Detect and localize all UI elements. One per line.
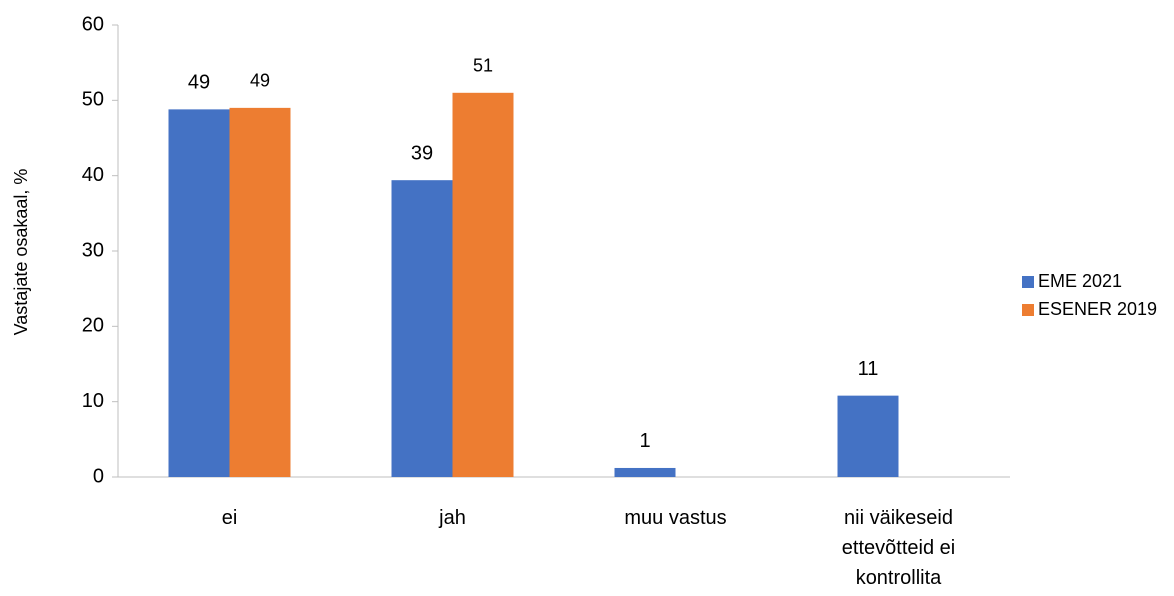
bar <box>391 180 453 478</box>
legend-swatch <box>1022 276 1034 288</box>
y-tick-label: 10 <box>82 390 104 412</box>
legend-label: EME 2021 <box>1038 271 1122 291</box>
data-label: 51 <box>473 56 493 76</box>
data-label: 39 <box>411 142 433 164</box>
legend-label: ESENER 2019 <box>1038 299 1157 319</box>
data-label: 49 <box>188 72 210 94</box>
data-label: 1 <box>639 430 650 452</box>
y-tick-label: 50 <box>82 89 104 111</box>
y-tick-label: 60 <box>82 13 104 35</box>
bar <box>168 109 230 477</box>
legend-swatch <box>1022 304 1034 316</box>
y-tick-label: 20 <box>82 315 104 337</box>
x-tick-label: muu vastus <box>624 507 727 529</box>
y-tick-label: 30 <box>82 239 104 261</box>
x-tick-label: jah <box>439 507 466 529</box>
bar <box>452 92 514 478</box>
y-axis-title: Vastajate osakaal, % <box>11 169 31 336</box>
bar <box>229 107 291 477</box>
x-tick-label: nii väikeseid ettevõtteid ei kontrollita <box>841 507 956 589</box>
data-label: 49 <box>250 71 270 91</box>
x-tick-label: ei <box>221 507 238 529</box>
y-tick-label: 0 <box>93 465 104 487</box>
data-label: 11 <box>858 358 879 380</box>
bar <box>837 395 899 477</box>
bar <box>614 467 676 477</box>
y-tick-label: 40 <box>82 164 104 186</box>
